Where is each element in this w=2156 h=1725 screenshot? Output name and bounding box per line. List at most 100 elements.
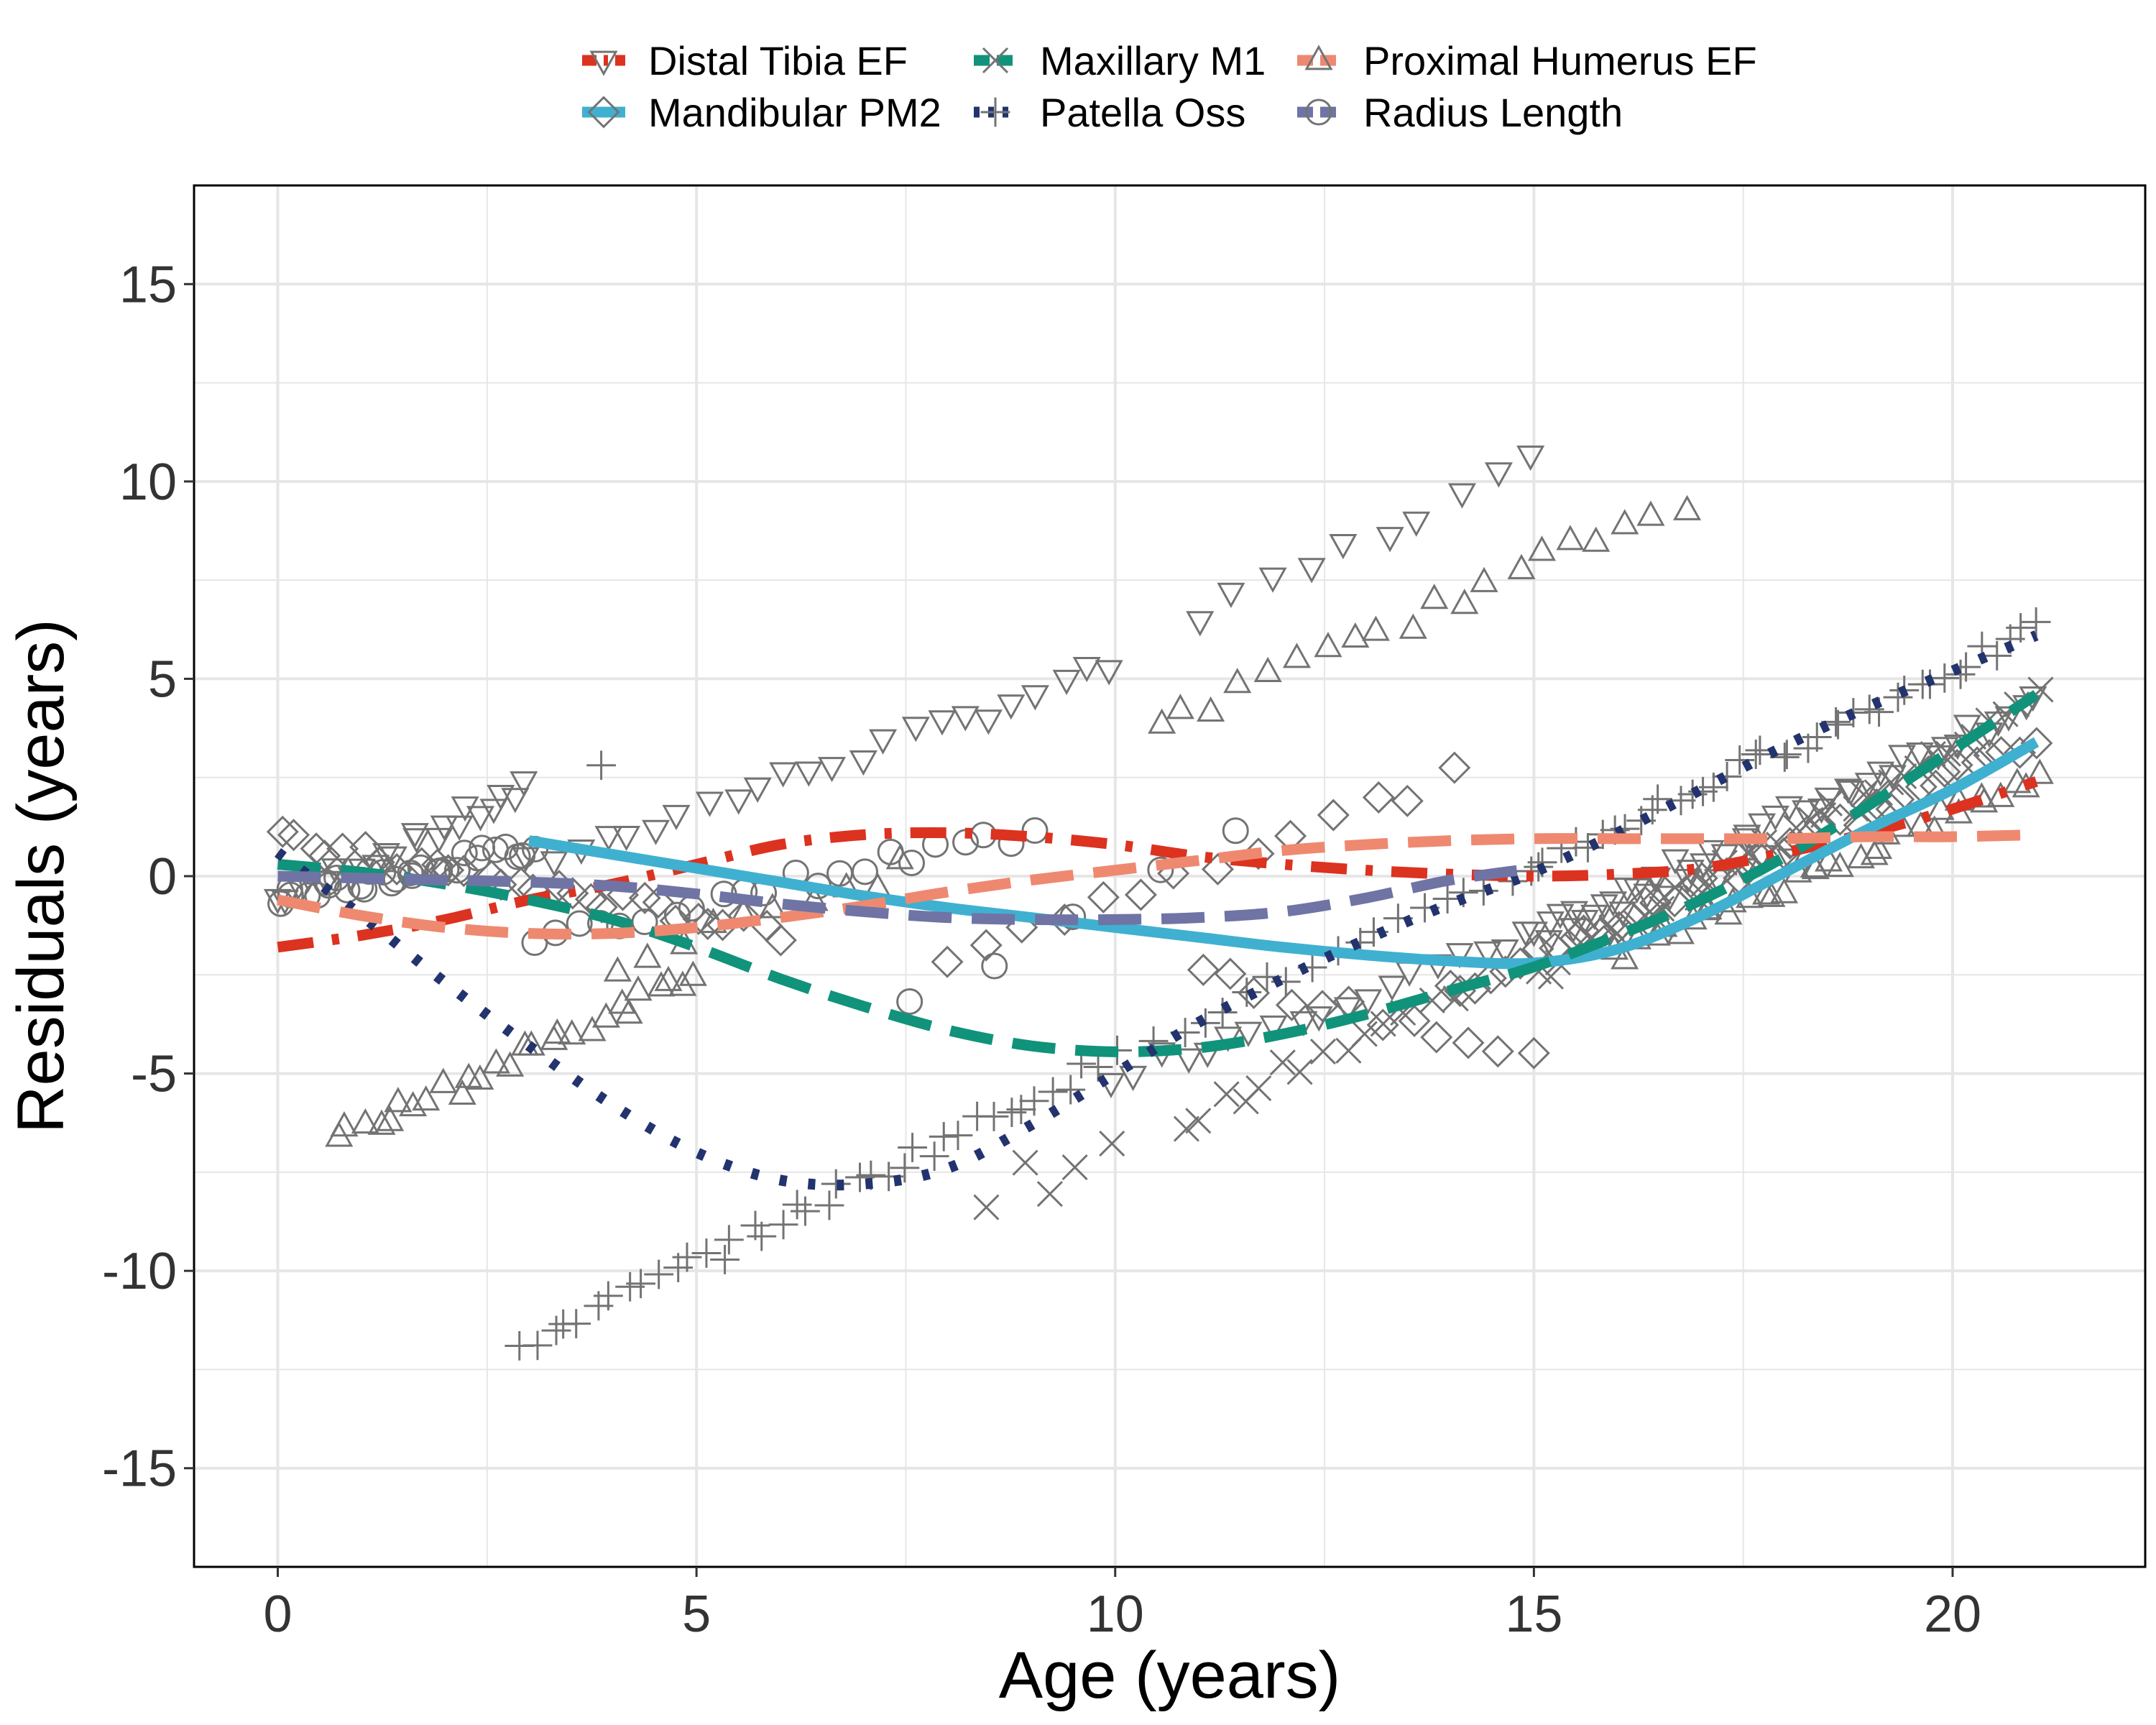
data-point — [466, 806, 495, 832]
data-point — [1445, 943, 1474, 969]
data-point — [1801, 853, 1830, 880]
data-point — [714, 1225, 744, 1255]
data-point — [1297, 558, 1326, 584]
data-point — [642, 886, 675, 919]
data-point — [969, 929, 1003, 962]
data-point — [330, 1111, 359, 1137]
data-point — [1019, 1086, 1049, 1116]
data-point — [2020, 727, 2053, 760]
data-point — [672, 1242, 702, 1272]
data-point — [758, 893, 787, 919]
data-point — [1012, 1149, 1038, 1176]
data-point — [1792, 800, 1820, 826]
series-line-patella-oss — [275, 630, 2039, 1191]
data-point — [1275, 988, 1308, 1021]
data-point — [691, 1238, 722, 1268]
data-point — [1636, 500, 1665, 526]
data-point — [612, 825, 641, 852]
data-point — [593, 1281, 623, 1311]
data-point — [1309, 1038, 1337, 1065]
data-point — [929, 1121, 959, 1151]
data-point — [589, 50, 618, 76]
data-point — [1419, 987, 1445, 1014]
data-point — [1072, 656, 1101, 683]
data-point — [1351, 1021, 1378, 1047]
data-point — [501, 788, 530, 814]
data-point — [509, 842, 536, 869]
data-point — [384, 1087, 413, 1113]
x-tick-label: 20 — [1924, 1586, 1981, 1643]
data-point — [1197, 696, 1225, 722]
data-point — [1083, 1052, 1113, 1082]
data-point — [1201, 852, 1234, 886]
data-point — [1516, 445, 1545, 472]
data-point — [644, 1259, 674, 1289]
data-point — [1148, 708, 1176, 734]
data-point — [1747, 813, 1777, 839]
data-point — [1420, 584, 1449, 610]
data-point — [1611, 944, 1639, 970]
data-point — [1945, 659, 1976, 689]
y-axis-title: Residuals (years) — [4, 619, 78, 1133]
data-point — [1556, 525, 1585, 551]
data-point — [1006, 1095, 1036, 1125]
data-point — [482, 1048, 510, 1074]
data-point — [1470, 566, 1498, 592]
x-tick-label: 5 — [682, 1586, 711, 1643]
data-point — [510, 771, 538, 797]
data-point — [624, 975, 653, 1001]
data-point — [794, 761, 823, 787]
data-point — [896, 988, 923, 1015]
data-point — [1087, 880, 1120, 914]
data-point — [1223, 668, 1252, 694]
data-point — [540, 851, 568, 877]
data-point — [448, 1079, 476, 1105]
data-point — [1099, 1131, 1125, 1157]
data-point — [1930, 663, 1960, 693]
data-point — [1232, 978, 1262, 1007]
data-point — [1056, 1075, 1086, 1105]
legend-label: Proximal Humerus EF — [1363, 38, 1757, 83]
y-tick-label: 0 — [148, 848, 177, 906]
data-point — [1757, 881, 1786, 907]
data-point — [277, 819, 310, 852]
data-point — [710, 1245, 740, 1274]
data-point — [466, 1064, 494, 1090]
data-point — [849, 750, 877, 776]
data-point — [1432, 884, 1462, 914]
data-point — [1186, 611, 1215, 637]
data-point — [1376, 527, 1404, 553]
data-point — [1036, 1181, 1063, 1208]
data-point — [543, 1018, 571, 1044]
legend: Distal Tibia EF Mandibular PM2 Maxillary M… — [582, 38, 1757, 135]
data-point — [982, 47, 1009, 74]
data-point — [326, 832, 359, 865]
data-point — [931, 945, 964, 978]
legend-label: Mandibular PM2 — [648, 90, 941, 135]
data-point — [973, 1194, 1000, 1220]
data-point — [1559, 918, 1588, 944]
data-point — [1253, 656, 1282, 683]
data-point — [1173, 1116, 1200, 1142]
data-point — [1447, 483, 1476, 509]
data-point — [1222, 817, 1249, 845]
legend-label: Radius Length — [1363, 90, 1623, 135]
data-point — [877, 838, 904, 865]
data-point — [1217, 582, 1245, 608]
data-point — [814, 1190, 844, 1220]
data-point — [1391, 784, 1424, 817]
data-point — [997, 694, 1026, 720]
data-point — [821, 1169, 851, 1199]
data-point — [678, 960, 707, 986]
data-point — [1438, 751, 1471, 784]
data-point — [791, 1196, 820, 1226]
data-point — [1769, 742, 1800, 772]
data-point — [1362, 781, 1395, 814]
data-point — [1725, 745, 1755, 775]
data-point — [517, 1030, 545, 1056]
data-point — [2025, 758, 2054, 784]
data-point — [1119, 1065, 1148, 1092]
series-line-mandibular-pm2 — [528, 737, 2040, 970]
data-point — [943, 1121, 973, 1150]
